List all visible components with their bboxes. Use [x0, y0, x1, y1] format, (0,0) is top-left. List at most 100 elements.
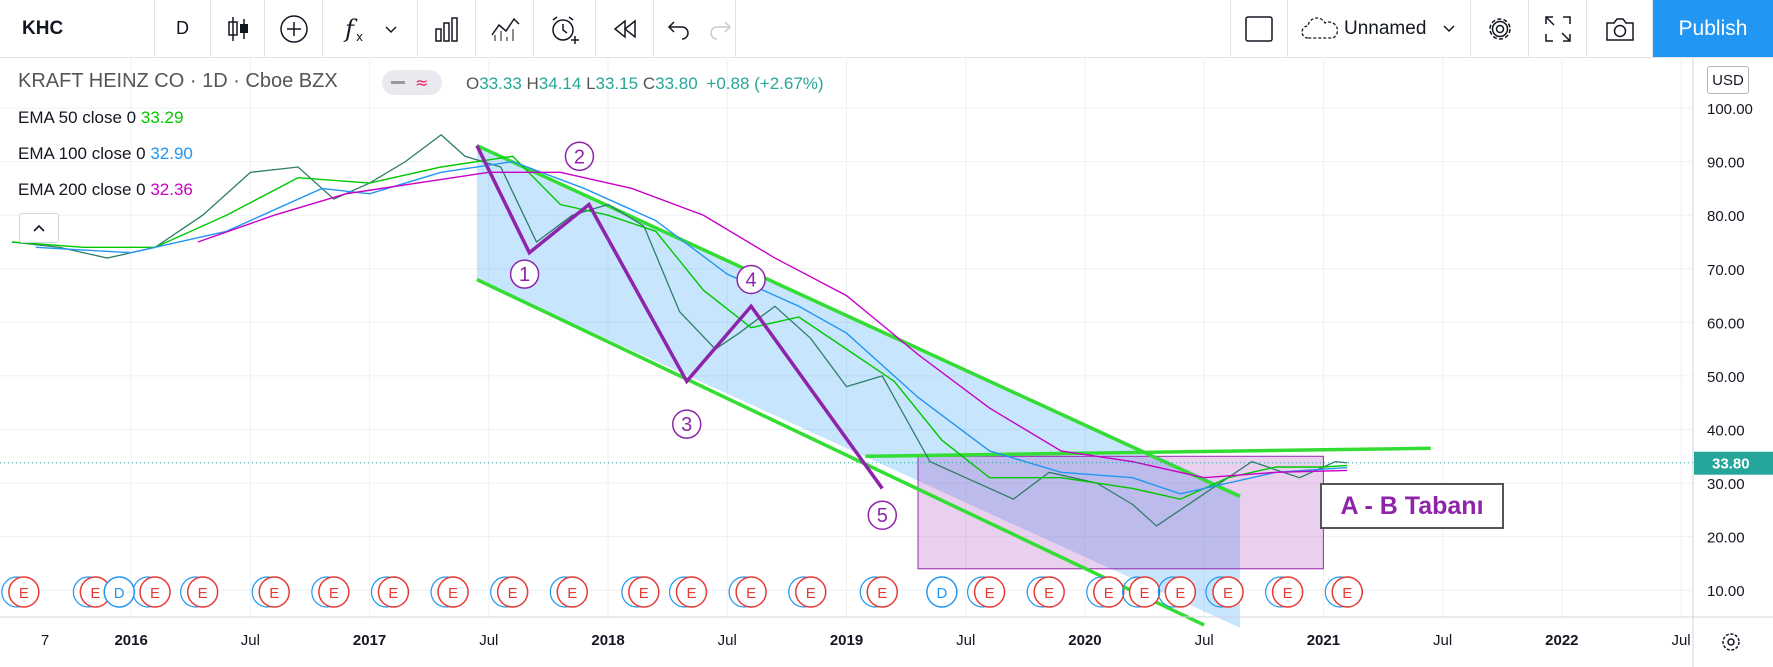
svg-text:≈: ≈	[415, 73, 428, 92]
open-label: O	[466, 74, 480, 93]
add-circle-icon	[279, 14, 308, 43]
earnings-marker	[628, 576, 660, 608]
collapse-legend-button[interactable]	[19, 213, 59, 243]
wave-label: 2	[574, 146, 585, 168]
ema-line	[11, 155, 1348, 500]
ideas-button[interactable]	[476, 0, 534, 57]
ema-200-legend[interactable]: EMA 200 close 0 32.36	[18, 180, 193, 200]
earnings-marker-label: E	[746, 585, 756, 602]
earnings-marker	[866, 576, 899, 608]
wave-label-circle	[867, 500, 898, 530]
fullscreen-button[interactable]	[1529, 0, 1587, 57]
settings-button[interactable]	[1471, 0, 1529, 57]
time-tick-label: 2021	[1307, 632, 1340, 649]
earnings-marker	[973, 576, 1006, 608]
fullscreen-layout-button[interactable]	[1230, 0, 1288, 57]
price-line	[11, 134, 1348, 527]
price-tick-label: 20.00	[1707, 530, 1745, 547]
currency-button[interactable]: USD	[1707, 66, 1749, 94]
last-price-tag	[1694, 451, 1773, 475]
earnings-marker	[794, 576, 827, 608]
price-tick-label: 40.00	[1707, 423, 1745, 440]
range-box-label-text: A - B Tabanı	[1340, 492, 1483, 520]
time-tick-label: Jul	[1433, 632, 1452, 649]
earnings-marker-label: E	[1104, 585, 1114, 602]
price-tick-label: 10.00	[1707, 583, 1745, 600]
wave-label-circle	[671, 409, 702, 439]
earnings-marker-label: E	[1140, 585, 1150, 602]
candles-icon	[227, 16, 248, 41]
elliott-wave-drawings: 1 2 3 4 5 A - B Tabanı	[475, 141, 1504, 530]
snapshot-button[interactable]	[1587, 0, 1653, 57]
dividend-marker-label: D	[936, 585, 947, 602]
redo-icon	[709, 20, 731, 40]
earnings-marker-label: E	[198, 585, 208, 602]
price-tick-label: 100.00	[1707, 101, 1753, 118]
price-tick-label: 90.00	[1707, 155, 1745, 172]
ema-200-value: 32.36	[150, 180, 193, 199]
ema-100-legend[interactable]: EMA 100 close 0 32.90	[18, 144, 193, 164]
earnings-marker-label: E	[19, 585, 29, 602]
ema-100-value: 32.90	[150, 144, 193, 163]
price-tick-label: 80.00	[1707, 208, 1745, 225]
symbol-search-button[interactable]: KHC	[0, 0, 155, 57]
earnings-marker-label: E	[1283, 585, 1293, 602]
interval-button[interactable]: D	[155, 0, 211, 57]
time-tick-label: Jul	[718, 632, 737, 649]
financials-button[interactable]	[418, 0, 476, 57]
earnings-marker-label: E	[329, 585, 339, 602]
time-tick-label: 2017	[353, 632, 386, 649]
ema-50-legend[interactable]: EMA 50 close 0 33.29	[18, 108, 183, 128]
publish-button[interactable]: Publish	[1653, 0, 1773, 57]
user-drawings	[476, 143, 1431, 628]
price-axis: 10.00 20.00 30.00 40.00 50.00 60.00 70.00 80.00…	[1692, 57, 1773, 667]
earnings-marker-label: E	[508, 585, 518, 602]
time-tick-label: Jul	[1195, 632, 1214, 649]
open-value: 33.33	[479, 74, 522, 93]
layout-name-button[interactable]: Unnamed	[1288, 0, 1471, 57]
symbol-title: KRAFT HEINZ CO · 1D · Cboe BZX	[18, 70, 338, 92]
earnings-marker	[1271, 576, 1304, 608]
close-value: 33.80	[655, 74, 698, 93]
undo-button[interactable]	[654, 0, 704, 57]
time-tick-label: Jul	[479, 632, 498, 649]
ema-50-value: 33.29	[140, 108, 184, 127]
alert-button[interactable]	[534, 0, 596, 57]
ema-line	[197, 171, 1348, 479]
earnings-marker-label: E	[567, 585, 577, 602]
price-series	[0, 134, 1693, 527]
compare-add-symbol-button[interactable]	[265, 0, 323, 57]
range-box-label-frame	[1320, 483, 1504, 529]
ema-100-label: EMA 100 close 0	[18, 144, 146, 163]
wave-label-circle	[736, 264, 766, 295]
publish-label: Publish	[1678, 16, 1748, 40]
time-axis: 7 2016 Jul 2017 Jul 2018 Jul 2019 Jul 2020 Jul 2021…	[0, 616, 1773, 651]
wave-label: 3	[681, 414, 692, 436]
earnings-marker	[675, 576, 708, 608]
trend-line	[476, 143, 1241, 499]
gear-icon	[1488, 17, 1511, 40]
earnings-marker	[318, 576, 350, 608]
ohlc-values: O33.33 H34.14 L33.15 C33.80 +0.88 (+2.67…	[466, 74, 824, 94]
dividend-marker	[103, 576, 135, 608]
channel-fill	[476, 145, 1240, 628]
earnings-marker-label: E	[150, 585, 160, 602]
time-tick-label: 2018	[591, 632, 624, 649]
redo-button[interactable]	[704, 0, 736, 57]
wave-label: 5	[877, 505, 888, 527]
settings-gear-icon	[1722, 633, 1740, 651]
layout-name-text: Unnamed	[1344, 17, 1427, 39]
replay-button[interactable]	[596, 0, 654, 57]
wave-label-circle	[509, 259, 540, 289]
dividend-marker-label: D	[114, 585, 125, 602]
low-value: 33.15	[595, 74, 639, 93]
earnings-marker-label: E	[686, 585, 696, 602]
earnings-marker-label: E	[1175, 585, 1185, 602]
dividend-marker	[926, 576, 958, 608]
last-price-text: 33.80	[1712, 456, 1750, 473]
candles-chart-type-button[interactable]	[211, 0, 265, 57]
earnings-marker	[1331, 576, 1363, 608]
rewind-icon	[613, 18, 636, 39]
